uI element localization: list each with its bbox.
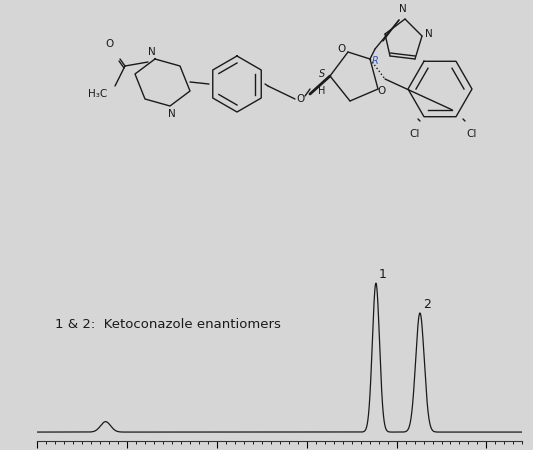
Text: N: N	[399, 4, 407, 14]
Text: H: H	[318, 86, 325, 96]
Text: N: N	[148, 47, 156, 57]
Text: H₃C: H₃C	[88, 89, 107, 99]
Text: Cl: Cl	[467, 129, 477, 139]
Text: O: O	[378, 86, 386, 96]
Text: O: O	[337, 44, 345, 54]
Text: R: R	[372, 56, 379, 66]
Text: 1 & 2:  Ketoconazole enantiomers: 1 & 2: Ketoconazole enantiomers	[55, 318, 281, 331]
Text: N: N	[168, 109, 176, 119]
Text: Cl: Cl	[410, 129, 420, 139]
Text: 2: 2	[423, 298, 431, 310]
Text: 1: 1	[379, 268, 387, 281]
Text: N: N	[425, 29, 433, 39]
Text: O: O	[106, 39, 114, 49]
Text: O: O	[297, 94, 305, 104]
Text: S: S	[319, 69, 325, 79]
